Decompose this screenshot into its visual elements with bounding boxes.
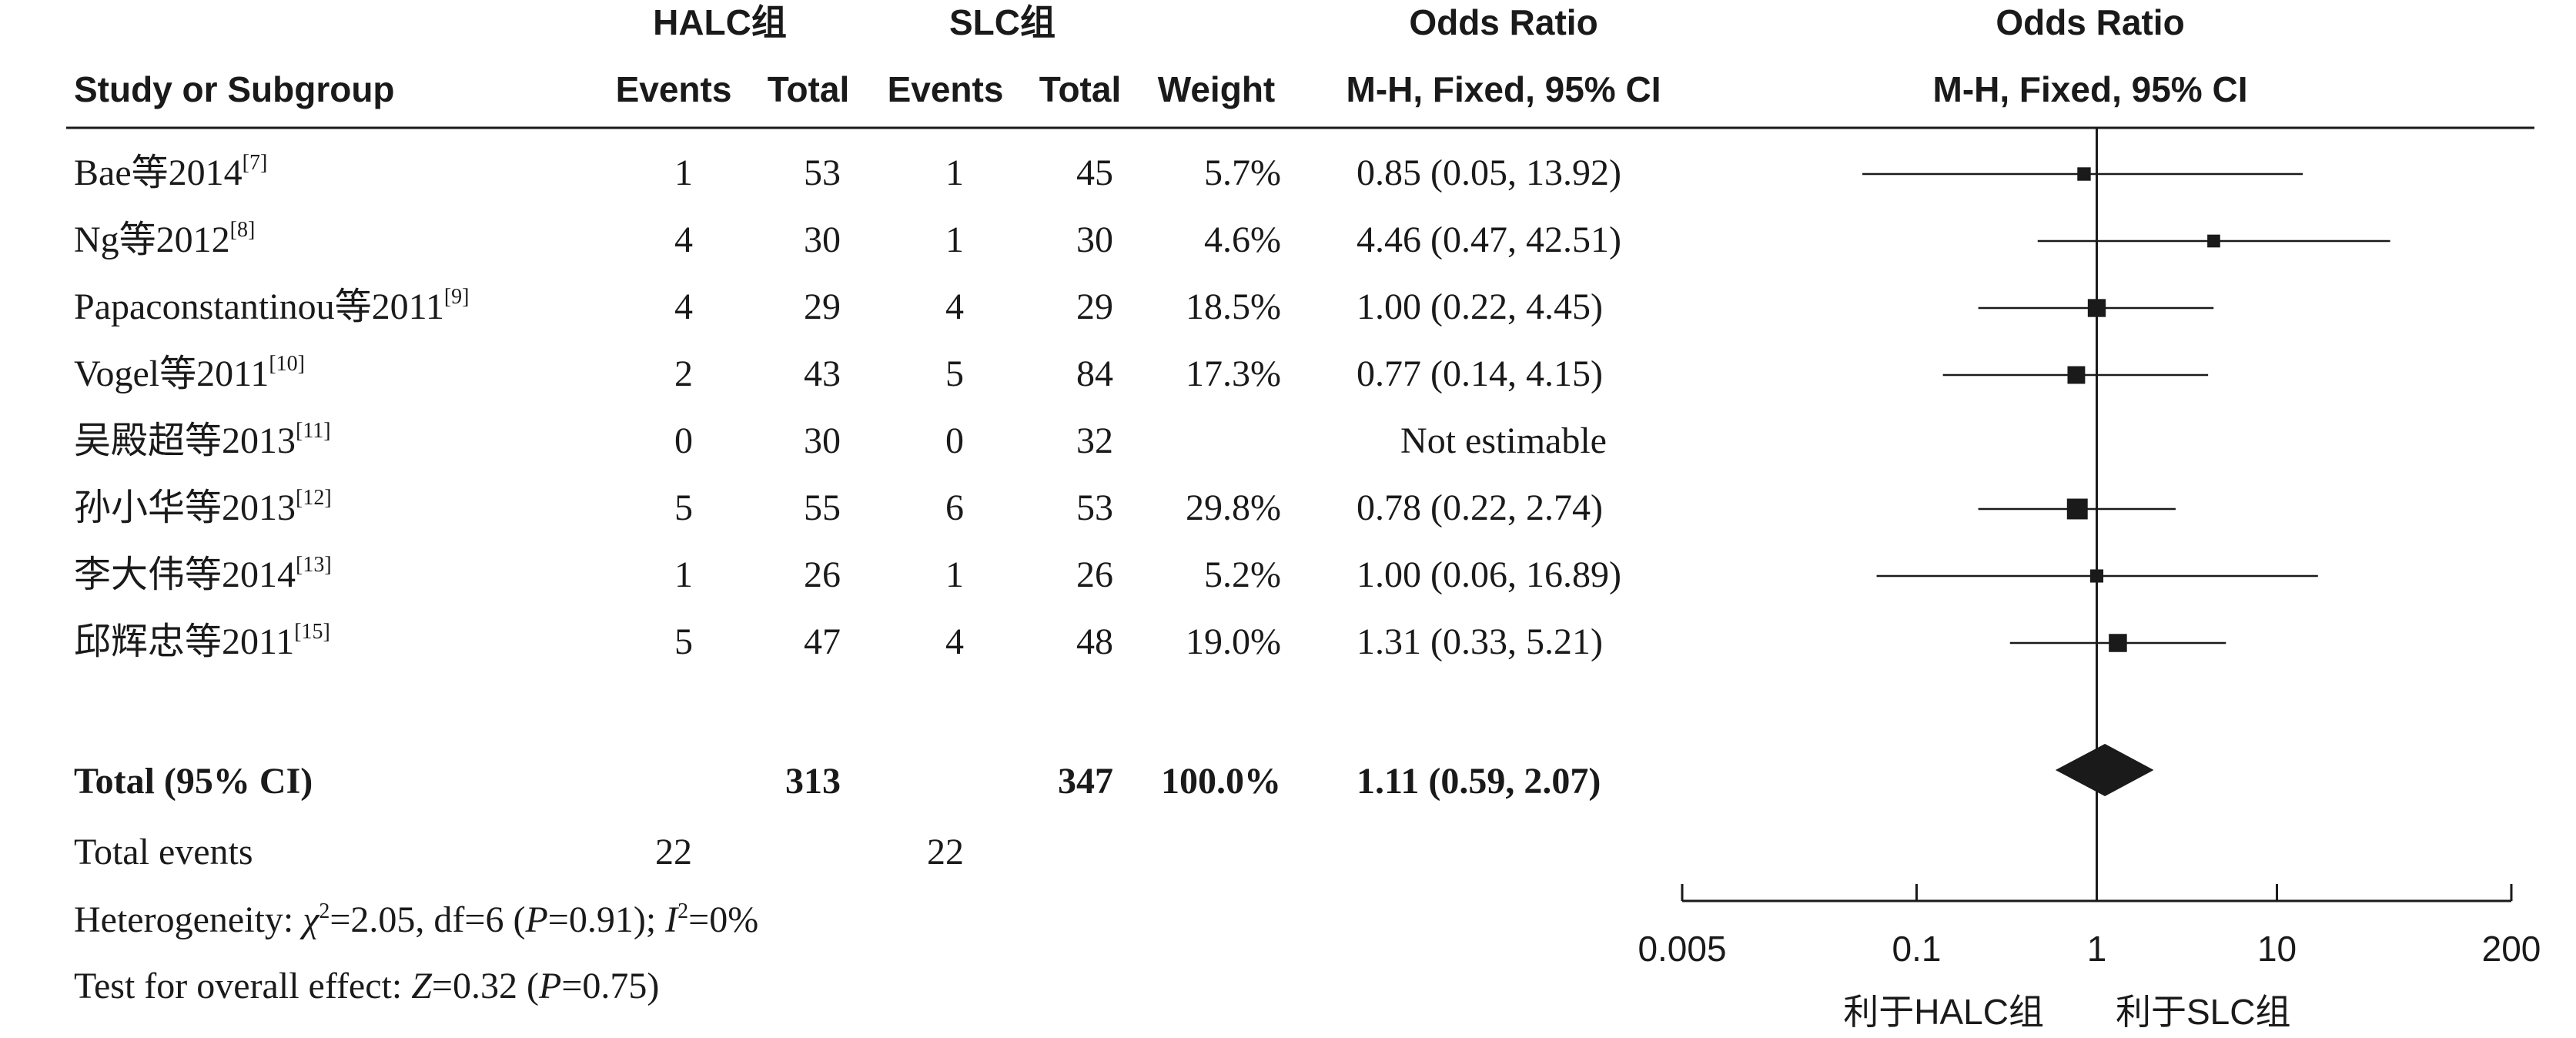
study-name: Bae等2014[7]	[74, 151, 267, 193]
total-n1: 313	[785, 761, 841, 802]
study-ci: Not estimable	[1400, 420, 1607, 461]
study-total1: 30	[804, 219, 841, 260]
point-estimate-square	[2207, 234, 2220, 248]
study-total2: 30	[1076, 219, 1113, 260]
total-events-label: Total events	[74, 832, 253, 872]
study-total2: 84	[1076, 353, 1113, 394]
point-estimate-square	[2087, 299, 2106, 317]
study-name: Vogel等2011[10]	[74, 352, 305, 394]
study-ci: 0.78 (0.22, 2.74)	[1357, 487, 1603, 528]
total-events-e1: 22	[655, 832, 692, 872]
study-weight: 29.8%	[1186, 487, 1281, 528]
x-tick-label: 1	[2087, 929, 2107, 969]
study-ci: 4.46 (0.47, 42.51)	[1357, 219, 1621, 260]
study-total1: 55	[804, 487, 841, 528]
pooled-estimate-diamond	[2055, 744, 2154, 796]
total-n2: 347	[1058, 761, 1113, 802]
study-header: Study or Subgroup	[74, 69, 395, 109]
group2-header: SLC组	[949, 2, 1055, 42]
study-events1: 4	[674, 219, 693, 260]
study-events1: 5	[674, 621, 693, 662]
study-total1: 29	[804, 286, 841, 327]
study-total2: 32	[1076, 420, 1113, 461]
x-tick-label: 0.005	[1638, 929, 1726, 969]
study-total2: 26	[1076, 554, 1113, 595]
group1-header: HALC组	[653, 2, 787, 42]
study-total2: 45	[1076, 152, 1113, 193]
study-events1: 0	[674, 420, 693, 461]
study-total2: 53	[1076, 487, 1113, 528]
weight-header: Weight	[1158, 69, 1275, 109]
study-name: 吴殿超等2013[11]	[74, 419, 331, 461]
total2-header: Total	[1039, 69, 1121, 109]
study-weight: 5.7%	[1204, 152, 1281, 193]
events2-header: Events	[888, 69, 1004, 109]
favours-right-label: 利于SLC组	[2116, 992, 2290, 1032]
point-estimate-square	[2066, 498, 2088, 520]
study-name: Papaconstantinou等2011[9]	[74, 285, 469, 327]
study-total1: 43	[804, 353, 841, 394]
study-weight: 17.3%	[1186, 353, 1281, 394]
or-method-header: M-H, Fixed, 95% CI	[1347, 69, 1661, 109]
study-weight: 18.5%	[1186, 286, 1281, 327]
study-name: 邱辉忠等2011[15]	[74, 620, 330, 662]
study-events1: 2	[674, 353, 693, 394]
point-estimate-square	[2077, 167, 2091, 181]
study-ci: 1.31 (0.33, 5.21)	[1357, 621, 1603, 662]
plot-method-header: M-H, Fixed, 95% CI	[1933, 69, 2248, 109]
study-weight: 19.0%	[1186, 621, 1281, 662]
study-name: 孙小华等2013[12]	[74, 486, 332, 528]
study-ci: 1.00 (0.22, 4.45)	[1357, 286, 1603, 327]
study-total1: 30	[804, 420, 841, 461]
study-total1: 47	[804, 621, 841, 662]
study-events1: 5	[674, 487, 693, 528]
total-events-e2: 22	[927, 832, 964, 872]
study-total2: 29	[1076, 286, 1113, 327]
favours-left-label: 利于HALC组	[1843, 992, 2044, 1032]
total-ci: 1.11 (0.59, 2.07)	[1357, 761, 1601, 802]
x-tick-label: 0.1	[1892, 929, 1941, 969]
plot-title-header: Odds Ratio	[1996, 2, 2184, 42]
study-events2: 1	[945, 554, 964, 595]
study-total1: 26	[804, 554, 841, 595]
or-title-header: Odds Ratio	[1409, 2, 1597, 42]
study-events1: 4	[674, 286, 693, 327]
study-events2: 1	[945, 219, 964, 260]
point-estimate-square	[2089, 569, 2104, 583]
study-events2: 5	[945, 353, 964, 394]
study-name: Ng等2012[8]	[74, 218, 255, 260]
events1-header: Events	[616, 69, 732, 109]
point-estimate-square	[2067, 366, 2086, 384]
study-events1: 1	[674, 554, 693, 595]
x-tick-label: 10	[2257, 929, 2297, 969]
total-label: Total (95% CI)	[74, 761, 313, 802]
study-name: 李大伟等2014[13]	[74, 553, 332, 595]
study-events2: 6	[945, 487, 964, 528]
study-total1: 53	[804, 152, 841, 193]
study-events1: 1	[674, 152, 693, 193]
study-total2: 48	[1076, 621, 1113, 662]
heterogeneity-text: Heterogeneity: χ2=2.05, df=6 (P=0.91); I…	[74, 899, 758, 940]
study-events2: 0	[945, 420, 964, 461]
total1-header: Total	[768, 69, 849, 109]
study-weight: 5.2%	[1204, 554, 1281, 595]
study-events2: 4	[945, 286, 964, 327]
x-tick-label: 200	[2482, 929, 2541, 969]
study-events2: 4	[945, 621, 964, 662]
study-ci: 1.00 (0.06, 16.89)	[1357, 554, 1621, 595]
point-estimate-square	[2109, 634, 2127, 652]
study-ci: 0.77 (0.14, 4.15)	[1357, 353, 1603, 394]
study-ci: 0.85 (0.05, 13.92)	[1357, 152, 1621, 193]
overall-effect-text: Test for overall effect: Z=0.32 (P=0.75)	[74, 966, 659, 1006]
total-weight: 100.0%	[1161, 761, 1281, 802]
study-events2: 1	[945, 152, 964, 193]
study-weight: 4.6%	[1204, 219, 1281, 260]
